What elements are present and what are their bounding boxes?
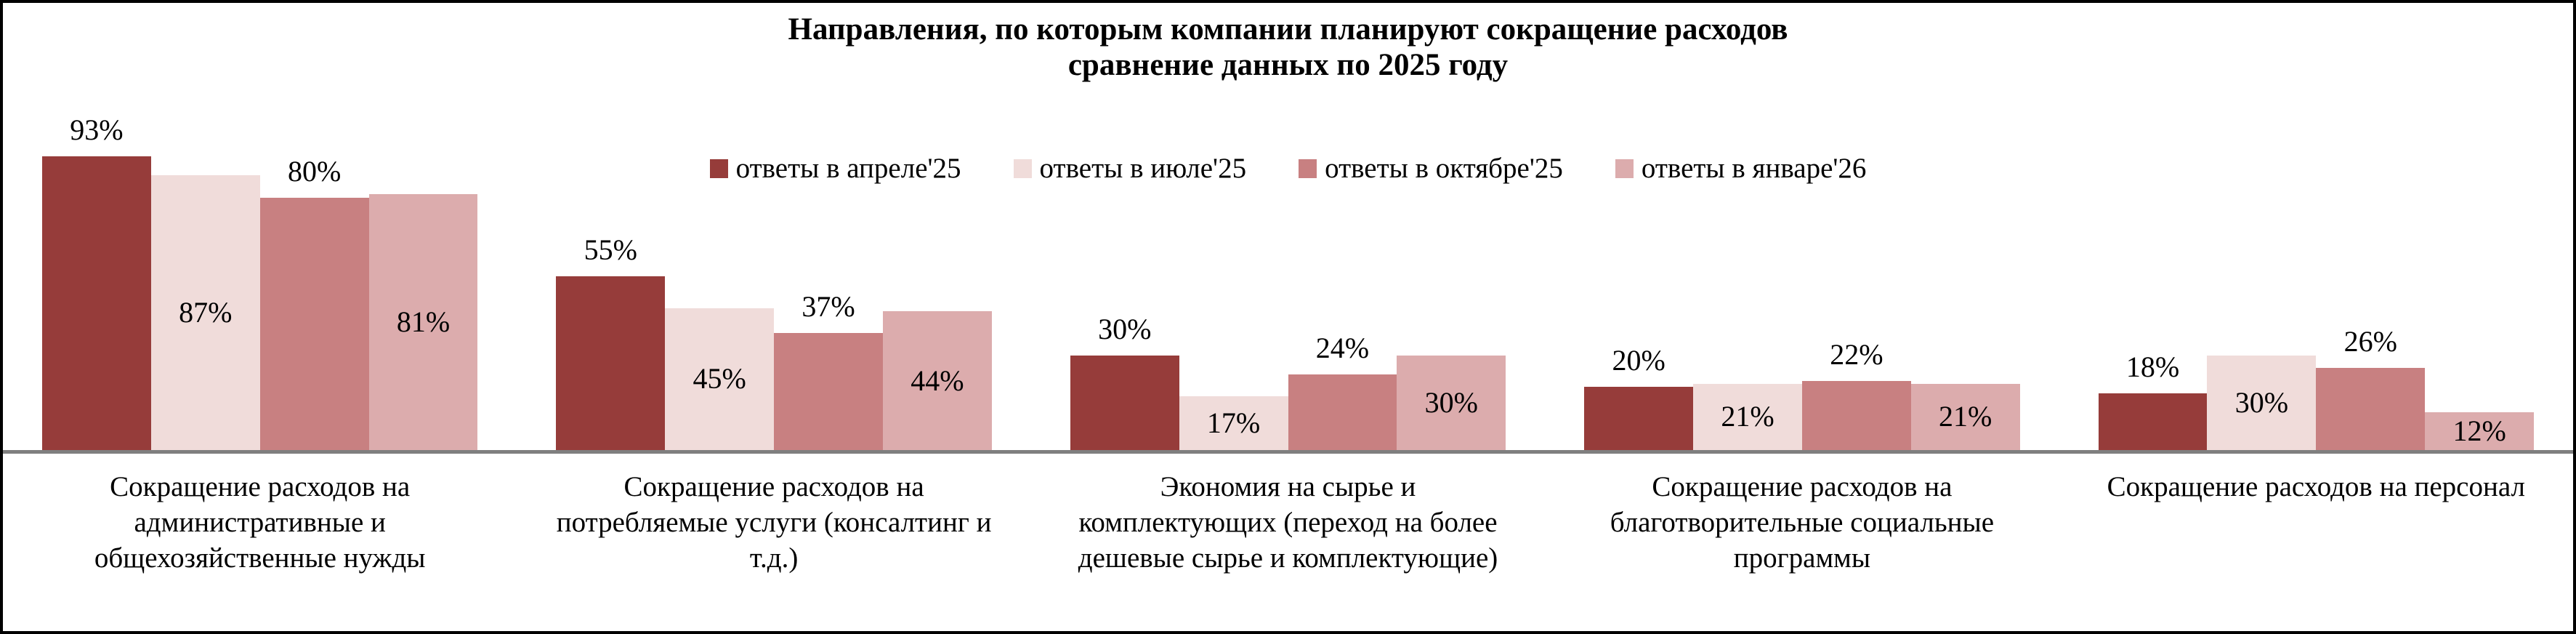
bar-value-label: 22%: [1830, 337, 1883, 371]
category-label-text: Сокращение расходов на административные и…: [94, 471, 426, 574]
legend-swatch-icon: [1013, 158, 1032, 178]
bar-series2-cat3: 17%: [1179, 396, 1288, 450]
category-label-text: Сокращение расходов на благотворительные …: [1610, 471, 1995, 574]
bar-series1-cat1: 93%: [42, 113, 151, 450]
bar-series2-cat5: 30%: [2207, 355, 2317, 450]
category-label-4: Сокращение расходов на благотворительные …: [1545, 469, 2059, 576]
bar-value-label: 18%: [2125, 350, 2180, 383]
bar-value-label: 44%: [911, 364, 964, 397]
bar-value-label: 26%: [2343, 325, 2397, 358]
bar-series3-cat2: 37%: [774, 290, 883, 450]
legend-swatch-icon: [1615, 158, 1634, 178]
legend-swatch-icon: [1299, 158, 1317, 178]
bar-series1-cat3: 30%: [1070, 313, 1179, 450]
chart-title-line1: Направления, по которым компании планиру…: [788, 12, 1788, 47]
bar-series4-cat5: 12%: [2425, 412, 2535, 450]
category-label-5: Сокращение расходов на персонал: [2059, 469, 2573, 576]
bar-value-label: 12%: [2452, 414, 2506, 447]
bar-group-1: 93% 87% 80% 81%: [3, 113, 517, 450]
bar-series2-cat1: 87%: [150, 175, 260, 450]
bar-series4-cat1: 81%: [368, 194, 478, 450]
bar-value-label: 55%: [584, 233, 637, 267]
legend-label: ответы в октябре'25: [1325, 153, 1563, 184]
bar-value-label: 30%: [1424, 385, 1478, 419]
bar-series3-cat5: 26%: [2316, 325, 2426, 450]
bar-series1-cat4: 20%: [1584, 344, 1694, 450]
legend-label: ответы в июле'25: [1039, 153, 1247, 184]
bar-group-2: 55% 45% 37% 44%: [517, 135, 1030, 450]
bar-value-label: 21%: [1939, 400, 1992, 433]
category-label-1: Сокращение расходов на административные и…: [3, 469, 517, 576]
bar-value-label: 37%: [802, 290, 855, 324]
bar-value-label: 80%: [287, 154, 342, 188]
category-labels: Сокращение расходов на административные и…: [3, 469, 2573, 576]
bar-series3-cat1: 80%: [259, 155, 369, 450]
bar-series4-cat2: 44%: [882, 311, 992, 450]
bar-series3-cat3: 24%: [1288, 332, 1397, 450]
bar-series1-cat2: 55%: [556, 233, 666, 450]
legend-item-1: ответы в апреле'25: [709, 152, 961, 185]
bar-group-3: 30% 17% 24% 30%: [1031, 135, 1545, 450]
bar-value-label: 81%: [396, 305, 451, 339]
bar-value-label: 20%: [1612, 344, 1665, 377]
plot-area: 93% 87% 80% 81% 55% 45% 37% 44% 30% 17% 24% 30% 20% 2…: [3, 113, 2573, 450]
legend: ответы в апреле'25 ответы в июле'25 ответы…: [3, 152, 2573, 185]
bar-series1-cat5: 18%: [2098, 350, 2208, 450]
chart-title-line2: сравнение данных по 2025 году: [1067, 48, 1509, 82]
bar-value-label: 24%: [1315, 331, 1370, 364]
legend-label: ответы в январе'26: [1641, 153, 1867, 184]
category-label-text: Сокращение расходов на персонал: [2107, 471, 2525, 502]
bar-series4-cat4: 21%: [1910, 383, 2020, 450]
chart-title: Направления, по которым компании планиру…: [3, 12, 2573, 83]
bar-value-label: 21%: [1721, 400, 1774, 433]
bar-value-label: 93%: [70, 113, 124, 147]
bar-series3-cat4: 22%: [1801, 338, 1911, 450]
bar-value-label: 87%: [179, 296, 233, 329]
bar-value-label: 30%: [1098, 312, 1152, 345]
bar-series4-cat3: 30%: [1397, 355, 1506, 450]
bar-value-label: 30%: [2234, 385, 2289, 419]
legend-label: ответы в апреле'25: [735, 153, 961, 184]
category-label-3: Экономия на сырье и комплектующих (перехо…: [1031, 469, 1545, 576]
legend-swatch-icon: [709, 158, 728, 178]
legend-item-4: ответы в январе'26: [1615, 152, 1867, 185]
bar-series2-cat2: 45%: [665, 308, 775, 450]
category-label-text: Сокращение расходов на потребляемые услуг…: [556, 471, 992, 574]
x-axis-line: [3, 450, 2573, 454]
legend-item-3: ответы в октябре'25: [1299, 152, 1563, 185]
bar-group-5: 18% 30% 26% 12%: [2059, 135, 2573, 450]
bar-value-label: 17%: [1206, 406, 1261, 440]
legend-item-2: ответы в июле'25: [1013, 152, 1247, 185]
category-label-text: Экономия на сырье и комплектующих (перехо…: [1078, 471, 1498, 574]
bar-series2-cat4: 21%: [1693, 383, 1802, 450]
bar-group-4: 20% 21% 22% 21%: [1545, 135, 2059, 450]
category-label-2: Сокращение расходов на потребляемые услуг…: [517, 469, 1030, 576]
bar-value-label: 45%: [693, 362, 746, 396]
